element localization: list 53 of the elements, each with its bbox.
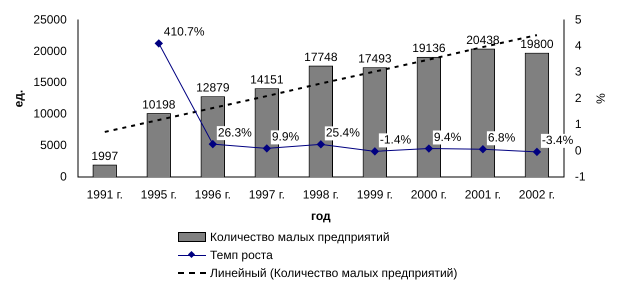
x-tick-label: 2000 г. [410,188,448,202]
y-tick-label: 10000 [33,106,68,121]
data-label: 14151 [250,72,284,87]
y-tick-label: 20000 [33,44,68,58]
x-tick-label: 1995 г. [140,188,177,202]
y-axis-title: ед. [12,90,26,108]
y2-tick-label: 3 [574,64,582,79]
data-label: 20438 [466,33,500,47]
x-tick-label: 1998 г. [302,188,339,202]
point [370,147,379,156]
y2-tick-label: 1 [574,117,582,132]
data-label: -3.4% [542,133,574,148]
x-tick-label: 1991 г. [86,188,123,202]
data-label: 9.4% [434,130,462,144]
y-tick-label: 25000 [33,12,68,26]
y-tick-label: 5000 [40,138,68,152]
data-label: 12879 [196,80,230,95]
y2-tick-label: 5 [574,12,582,26]
data-label: 10198 [142,97,176,112]
y2-tick-label: 2 [574,90,582,105]
point [424,144,433,153]
data-label: 1997 [91,148,118,163]
legend-label: Линейный (Количество малых предприятий) [210,266,458,280]
y2-tick-label: 4 [574,38,582,53]
point [478,145,487,154]
x-tick-label: 1996 г. [194,188,231,202]
y2-tick-label: -1 [574,170,586,184]
data-label: 9.9% [272,130,300,144]
data-label: -1.4% [380,132,412,147]
x-tick-label: 1999 г. [356,188,394,202]
point [532,148,541,156]
data-label: 410.7% [164,24,205,39]
x-tick-label: 2001 г. [464,188,502,202]
data-label: 17493 [358,52,392,66]
y-tick-label: 15000 [33,75,68,90]
legend-label: Темп роста [210,248,273,262]
data-label: 19136 [412,41,446,56]
data-label: 17748 [304,50,338,64]
point [316,140,325,148]
x-axis-title: год [311,209,332,224]
y-tick-label: 0 [60,170,68,184]
data-label: 19800 [520,37,554,52]
data-label: 26.3% [218,125,252,140]
data-label: 6.8% [488,130,516,145]
y2-axis-title: % [593,93,608,104]
point [208,140,217,148]
x-tick-label: 1997 г. [248,188,285,202]
point [262,144,271,152]
data-label: 25.4% [326,126,360,140]
x-tick-label: 2002 г. [518,188,556,202]
point [154,39,163,48]
y2-tick-label: 0 [574,143,582,158]
legend-label: Количество малых предприятий [210,230,390,244]
